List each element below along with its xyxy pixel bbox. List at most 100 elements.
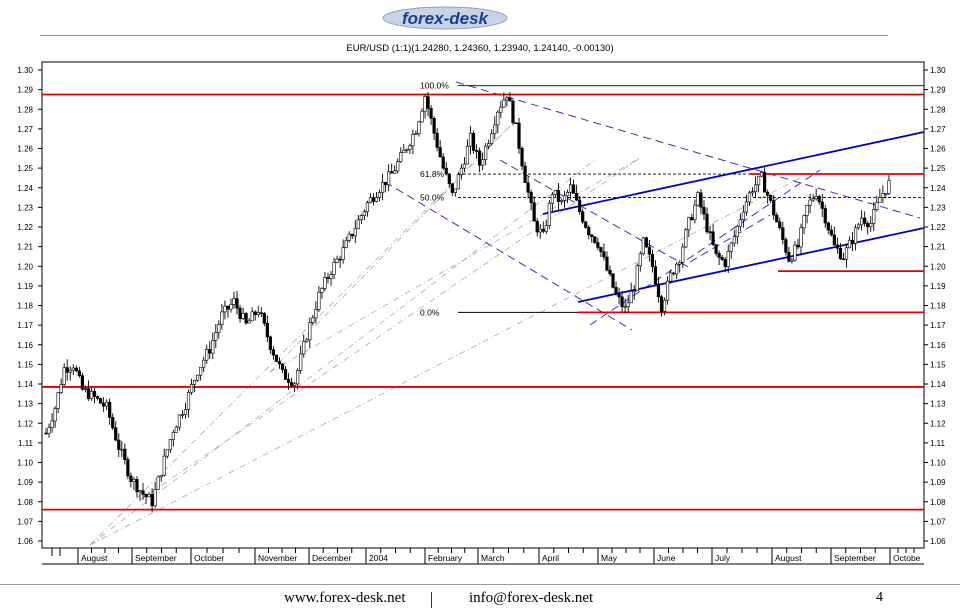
y-tick-label-right: 1.11 bbox=[930, 439, 946, 448]
candle-body bbox=[650, 254, 655, 267]
candle-body bbox=[71, 367, 75, 371]
candle-body bbox=[444, 167, 448, 175]
candle-body bbox=[784, 239, 788, 253]
candle-body bbox=[502, 99, 506, 108]
candle-body bbox=[92, 390, 97, 397]
candle-body bbox=[362, 211, 366, 216]
candle-body bbox=[199, 366, 203, 376]
y-tick-label-left: 1.08 bbox=[17, 498, 33, 507]
candle-body bbox=[711, 231, 715, 245]
candle-body bbox=[535, 220, 539, 233]
y-tick-label-left: 1.30 bbox=[17, 66, 33, 75]
candle-body bbox=[875, 202, 879, 210]
candle-body bbox=[808, 199, 812, 206]
candle-body bbox=[111, 417, 115, 429]
candle-body bbox=[268, 336, 272, 350]
candle-body bbox=[44, 432, 48, 435]
candle-body bbox=[335, 258, 339, 263]
candle-body bbox=[790, 259, 794, 262]
candle-body bbox=[611, 273, 615, 288]
candle-body bbox=[153, 489, 157, 507]
candle-body bbox=[320, 288, 324, 293]
footer-email[interactable]: info@forex-desk.net bbox=[469, 590, 594, 606]
candle-body bbox=[556, 190, 561, 203]
candle-body bbox=[305, 339, 309, 342]
candle-body bbox=[338, 258, 342, 261]
y-tick-label-right: 1.20 bbox=[930, 262, 946, 271]
y-tick-label-right: 1.26 bbox=[930, 145, 946, 154]
channel-dashed-line bbox=[455, 81, 921, 219]
candle-body bbox=[168, 439, 172, 451]
logo-text: forex-desk bbox=[402, 9, 490, 28]
candle-body bbox=[368, 197, 373, 203]
candle-body bbox=[159, 474, 163, 478]
candle-body bbox=[471, 132, 476, 151]
candle-body bbox=[732, 236, 736, 244]
y-tick-label-left: 1.26 bbox=[17, 145, 33, 154]
candle-body bbox=[477, 150, 482, 166]
candle-body bbox=[832, 234, 836, 246]
candle-body bbox=[590, 234, 594, 238]
candle-body bbox=[429, 108, 433, 119]
candle-body bbox=[584, 221, 588, 228]
chart-overlays: 100.0% 61.8% 50.0% 0.0% bbox=[42, 81, 925, 546]
candle-body bbox=[217, 324, 221, 333]
candle-body bbox=[326, 277, 330, 279]
x-tick-label: July bbox=[715, 553, 731, 563]
candle-body bbox=[62, 367, 66, 385]
x-tick-label: October bbox=[194, 553, 224, 563]
candle-body bbox=[735, 225, 739, 238]
candle-body bbox=[238, 307, 242, 319]
candle-body bbox=[350, 233, 354, 237]
candle-body bbox=[202, 359, 206, 368]
candle-body bbox=[517, 122, 521, 149]
candle-body bbox=[523, 165, 527, 184]
candle-body bbox=[878, 197, 882, 203]
candle-body bbox=[117, 439, 121, 450]
y-tick-label-right: 1.21 bbox=[930, 243, 946, 252]
candle-body bbox=[102, 402, 106, 407]
y-tick-label-left: 1.28 bbox=[17, 105, 33, 114]
x-tick-label: November bbox=[258, 553, 297, 563]
candle-body bbox=[626, 302, 630, 307]
x-tick-label: September bbox=[135, 553, 177, 563]
y-tick-label-left: 1.06 bbox=[17, 537, 33, 546]
candle-body bbox=[778, 221, 782, 229]
y-tick-label-right: 1.09 bbox=[930, 478, 946, 487]
candle-body bbox=[177, 414, 182, 428]
y-tick-label-right: 1.12 bbox=[930, 419, 946, 428]
x-tick-label: August bbox=[81, 553, 108, 563]
candle-body bbox=[814, 196, 818, 199]
candle-body bbox=[211, 340, 215, 354]
candle-body bbox=[632, 290, 636, 292]
lower-trend-line bbox=[577, 227, 925, 303]
candle-body bbox=[866, 223, 870, 228]
candle-body bbox=[259, 312, 263, 314]
candle-body bbox=[850, 239, 855, 244]
candle-body bbox=[802, 215, 806, 229]
candle-body bbox=[414, 133, 418, 136]
candle-body bbox=[141, 490, 145, 495]
candle-body bbox=[465, 145, 470, 165]
candle-body bbox=[796, 244, 800, 248]
candle-body bbox=[277, 361, 282, 365]
y-tick-label-left: 1.29 bbox=[17, 86, 33, 95]
candle-body bbox=[608, 269, 612, 275]
candle-body bbox=[550, 194, 554, 204]
footer-website[interactable]: www.forex-desk.net bbox=[284, 590, 406, 606]
fan-line bbox=[269, 157, 641, 373]
candle-body bbox=[408, 145, 412, 150]
candle-body bbox=[356, 219, 360, 230]
candle-body bbox=[653, 266, 658, 285]
candle-body bbox=[156, 476, 160, 490]
candle-body bbox=[514, 122, 518, 125]
candle-body bbox=[641, 237, 645, 255]
y-tick-label-right: 1.29 bbox=[930, 86, 946, 95]
channel-dashed-line bbox=[384, 181, 633, 331]
candle-body bbox=[753, 184, 758, 192]
candle-body bbox=[380, 182, 385, 193]
candle-body bbox=[656, 283, 661, 298]
candle-body bbox=[578, 199, 582, 212]
candle-body bbox=[405, 149, 409, 151]
candle-body bbox=[447, 173, 451, 185]
